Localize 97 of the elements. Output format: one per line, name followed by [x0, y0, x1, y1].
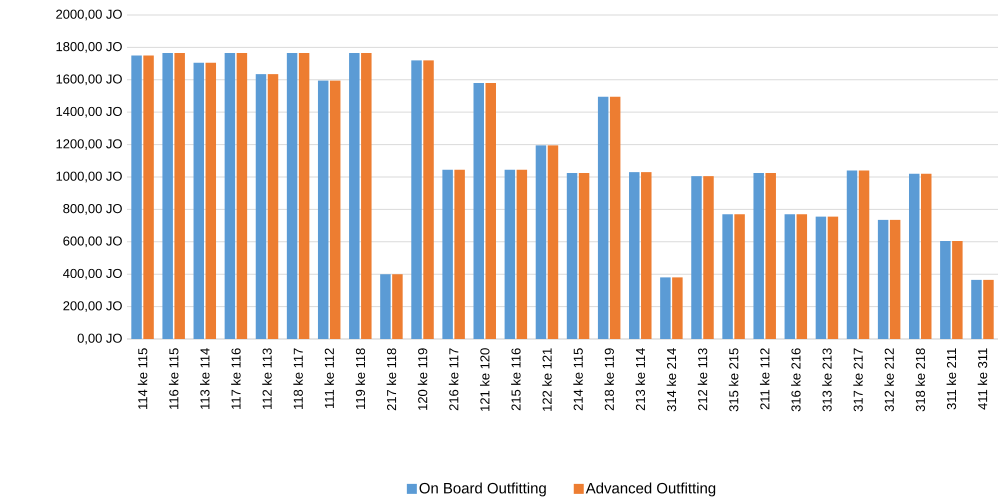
x-tick-label: 312 ke 212 [884, 348, 894, 412]
x-tick-label: 117 ke 116 [231, 348, 241, 409]
bar [784, 214, 796, 339]
x-tick-label: 121 ke 120 [480, 348, 490, 411]
x-tick-label: 218 ke 119 [604, 348, 614, 410]
bar [734, 214, 745, 339]
bar [920, 174, 932, 339]
bar [566, 172, 578, 339]
bar [878, 220, 888, 339]
bar [691, 176, 702, 339]
bar [411, 60, 422, 339]
bar [660, 277, 671, 339]
bar [268, 74, 278, 339]
bar [816, 216, 826, 339]
bar [765, 172, 776, 339]
bar [703, 176, 714, 339]
bar [890, 220, 900, 339]
bar [298, 53, 310, 339]
bar [423, 60, 434, 339]
bar [162, 53, 173, 339]
bar [473, 83, 484, 339]
x-tick-label: 316 ke 216 [791, 348, 801, 412]
bar [952, 240, 963, 339]
bar [256, 74, 266, 339]
x-tick-label: 212 ke 113 [698, 348, 708, 410]
bar [971, 280, 982, 339]
bar [908, 174, 920, 339]
y-tick-label: 0,00 JO [78, 334, 122, 344]
bar [236, 53, 248, 339]
x-tick-label: 119 ke 118 [356, 348, 366, 409]
bar [983, 280, 994, 339]
bar [846, 170, 858, 339]
x-tick-label: 112 ke 113 [262, 348, 272, 409]
bar [330, 80, 340, 339]
bar [796, 214, 808, 339]
bar [392, 274, 403, 339]
x-tick-label: 120 ke 119 [418, 348, 428, 410]
x-tick-label: 217 ke 118 [386, 348, 396, 410]
bar [224, 53, 236, 339]
bar [940, 240, 951, 339]
legend-label: Advanced Outfitting [586, 482, 716, 496]
bar [828, 216, 838, 339]
legend-label: On Board Outfitting [420, 482, 546, 496]
bar [578, 172, 590, 339]
bar [641, 172, 652, 339]
x-tick-label: 213 ke 114 [636, 348, 646, 410]
bar [629, 172, 640, 339]
x-tick-label: 111 ke 112 [324, 348, 334, 408]
x-tick-label: 215 ke 116 [511, 348, 521, 410]
bar [442, 170, 453, 339]
y-tick-label: 1800,00 JO [56, 42, 122, 53]
bar [174, 53, 185, 339]
x-tick-label: 113 ke 114 [200, 348, 210, 409]
bar [672, 277, 683, 339]
x-tick-label: 318 ke 218 [915, 348, 925, 412]
x-tick-label: 114 ke 115 [138, 348, 148, 409]
bar [516, 170, 528, 339]
bar [454, 170, 465, 339]
x-tick-label: 214 ke 115 [573, 348, 583, 410]
y-tick-label: 1600,00 JO [56, 74, 122, 86]
x-tick-label: 313 ke 213 [822, 348, 832, 412]
bar [318, 80, 328, 339]
y-tick-label: 400,00 JO [63, 268, 122, 280]
y-tick-label: 1000,00 JO [56, 172, 122, 182]
x-tick-label: 317 ke 217 [853, 348, 863, 412]
bar [361, 53, 372, 339]
y-tick-label: 1200,00 JO [56, 139, 122, 150]
x-tick-label: 411 ke 311 [978, 348, 988, 410]
bar [131, 55, 142, 339]
bar [610, 96, 620, 339]
bar [206, 62, 216, 339]
x-tick-label: 122 ke 121 [542, 348, 552, 411]
x-tick-label: 216 ke 117 [448, 348, 458, 410]
x-tick-label: 311 ke 211 [946, 348, 956, 410]
x-tick-label: 116 ke 115 [168, 348, 178, 409]
y-tick-label: 1400,00 JO [56, 106, 122, 118]
bar [858, 170, 870, 339]
bar [598, 96, 608, 339]
x-tick-label: 211 ke 112 [760, 348, 770, 410]
bar [753, 172, 764, 339]
x-tick-label: 314 ke 214 [666, 348, 676, 412]
y-tick-label: 600,00 JO [63, 236, 122, 248]
x-tick-label: 118 ke 117 [293, 348, 303, 409]
bar [536, 145, 546, 339]
bar [504, 170, 516, 339]
bar [722, 214, 733, 339]
bar [194, 62, 204, 339]
y-tick-label: 800,00 JO [63, 204, 122, 215]
y-tick-label: 200,00 JO [63, 301, 122, 312]
bar [548, 145, 558, 339]
bar [143, 55, 154, 339]
bar [286, 53, 298, 339]
bar [380, 274, 391, 339]
x-tick-label: 315 ke 215 [728, 348, 738, 412]
bar [349, 53, 360, 339]
bar [485, 83, 496, 339]
y-tick-label: 2000,00 JO [56, 10, 122, 20]
